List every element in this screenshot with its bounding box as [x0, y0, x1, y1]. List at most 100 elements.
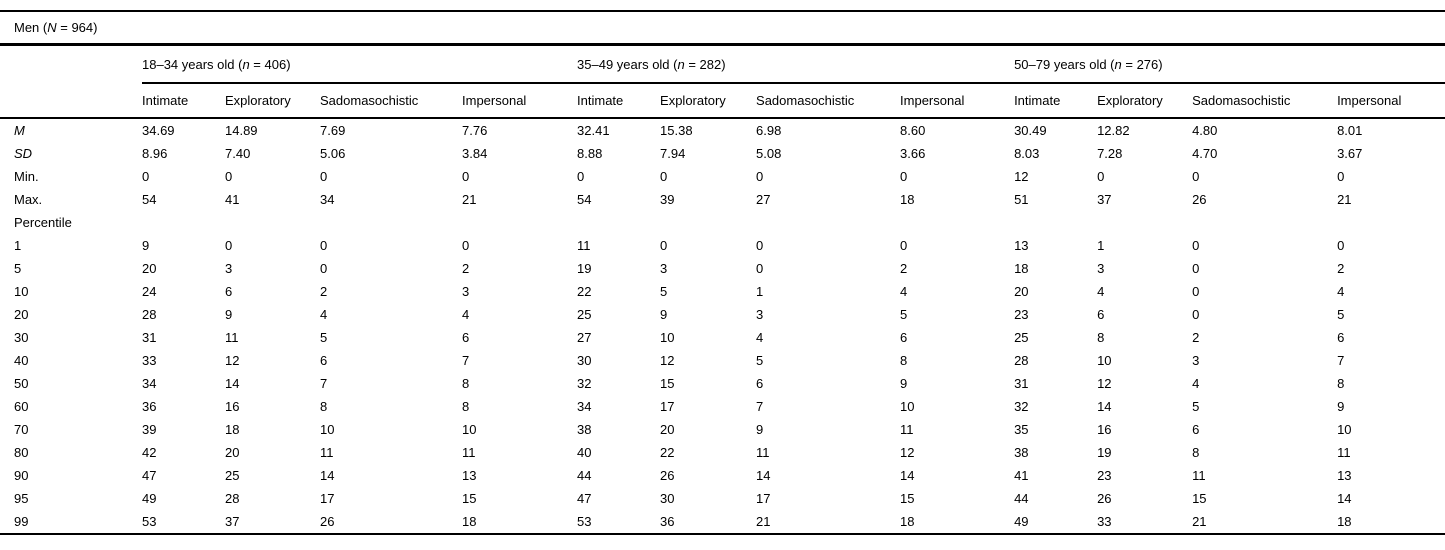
table-cell: 6.98: [756, 123, 782, 138]
row-label: 10: [14, 284, 29, 299]
table-cell: 34: [577, 399, 592, 414]
table-cell: 18: [462, 510, 578, 535]
table-row: 80 42 20 11 11 40 22 11 12 38 19 8 11: [0, 441, 1445, 464]
table-cell: 3.84: [462, 146, 488, 161]
row-label: 5: [14, 261, 22, 276]
group-header-3: 50–79 years old (n = 276): [1014, 46, 1445, 84]
column-header-spacer: [0, 83, 142, 119]
table-cell: 8: [320, 399, 328, 414]
table-cell: 9: [660, 307, 668, 322]
table-cell: 14: [320, 468, 335, 483]
table-cell: 0: [225, 169, 233, 184]
table-cell: 22: [660, 445, 675, 460]
table-cell: 7.94: [660, 146, 686, 161]
row-label: Min.: [14, 169, 39, 184]
table-cell: 0: [756, 169, 764, 184]
table-cell: 6: [225, 284, 233, 299]
table-cell: 25: [1014, 330, 1029, 345]
table-row: 50 34 14 7 8 32 15 6 9 31 12 4 8: [0, 372, 1445, 395]
group-label-post: = 282): [684, 56, 726, 72]
table-cell: 6: [462, 330, 470, 345]
table-cell: 11: [320, 445, 334, 460]
table-cell: 8.03: [1014, 146, 1040, 161]
table-cell: [1014, 211, 1097, 234]
table-cell: 12: [225, 353, 240, 368]
row-label: 80: [14, 445, 29, 460]
table-cell: 14: [756, 468, 771, 483]
table-cell: 12.82: [1097, 123, 1130, 138]
table-cell: 5: [756, 353, 764, 368]
table-cell: 28: [225, 491, 240, 506]
table-cell: 34: [142, 376, 157, 391]
group-label-pre: 50–79 years old (: [1014, 56, 1115, 72]
table-body: M 34.69 14.89 7.69 7.76 32.41 15.38 6.98 8.60 30.…: [0, 118, 1445, 535]
group-label-pre: 18–34 years old (: [142, 56, 243, 72]
table-cell: 49: [1014, 510, 1098, 535]
table-row: 95 49 28 17 15 47 30 17 15 44 26 15 14: [0, 487, 1445, 510]
table-cell: 8.96: [142, 146, 168, 161]
table-cell: 4: [1097, 284, 1105, 299]
table-cell: 11: [577, 238, 591, 253]
table-cell: 39: [142, 422, 157, 437]
table-cell: 37: [225, 510, 320, 535]
table-cell: 20: [1014, 284, 1029, 299]
table-cell: 2: [900, 261, 908, 276]
table-row: 30 31 11 5 6 27 10 4 6 25 8 2 6: [0, 326, 1445, 349]
table-cell: 8: [1097, 330, 1105, 345]
row-label: 70: [14, 422, 29, 437]
table-cell: 15.38: [660, 123, 693, 138]
table-cell: 26: [1192, 192, 1207, 207]
table-cell: 11: [462, 445, 476, 460]
table-cell: 9: [1337, 399, 1345, 414]
column-header-g2-exploratory: Exploratory: [660, 83, 757, 119]
table-cell: 9: [756, 422, 764, 437]
table-cell: 47: [142, 468, 157, 483]
table-cell: 42: [142, 445, 157, 460]
table-cell: 26: [660, 468, 675, 483]
table-cell: 31: [142, 330, 157, 345]
table-cell: 18: [225, 422, 240, 437]
table-cell: 2: [462, 261, 470, 276]
table-cell: 9: [900, 376, 908, 391]
row-label: 60: [14, 399, 29, 414]
table-cell: 40: [577, 445, 592, 460]
table-cell: 53: [577, 510, 661, 535]
column-header-row: Intimate Exploratory Sadomasochistic Impers…: [0, 83, 1445, 119]
table-cell: 27: [756, 192, 771, 207]
group-header-row: 18–34 years old (n = 406) 35–49 years old…: [0, 46, 1445, 84]
table-cell: 9: [225, 307, 233, 322]
table-cell: 21: [756, 510, 901, 535]
table-cell: 7: [1337, 353, 1345, 368]
table-cell: 3: [1097, 261, 1105, 276]
table-cell: 0: [756, 238, 764, 253]
column-header-g3-intimate: Intimate: [1014, 83, 1098, 119]
table-cell: 10: [462, 422, 477, 437]
table-cell: 10: [900, 399, 915, 414]
table-title: Men (N = 964): [0, 12, 1445, 43]
table-cell: 0: [1192, 238, 1200, 253]
table-cell: 51: [1014, 192, 1029, 207]
table-cell: 3: [462, 284, 470, 299]
table-cell: 7.40: [225, 146, 251, 161]
table-cell: 17: [660, 399, 675, 414]
table-cell: 30: [660, 491, 675, 506]
table-cell: 38: [577, 422, 592, 437]
column-header-g1-impersonal: Impersonal: [462, 83, 578, 119]
table-cell: 0: [225, 238, 233, 253]
table-cell: 0: [462, 169, 470, 184]
table-cell: 37: [1097, 192, 1112, 207]
table-cell: 5.08: [756, 146, 782, 161]
table-cell: 6: [320, 353, 328, 368]
table-cell: 4.70: [1192, 146, 1218, 161]
row-label: 20: [14, 307, 29, 322]
table-cell: 4: [1192, 376, 1200, 391]
table-cell: 18: [1337, 510, 1445, 535]
table-title-pre: Men (: [14, 20, 48, 35]
table-cell: 5.06: [320, 146, 346, 161]
table-cell: 32: [577, 376, 592, 391]
table-cell: 23: [1014, 307, 1029, 322]
table-cell: 11: [756, 445, 770, 460]
table-cell: 2: [1192, 330, 1200, 345]
table-cell: 7: [756, 399, 764, 414]
table-cell: 47: [577, 491, 592, 506]
